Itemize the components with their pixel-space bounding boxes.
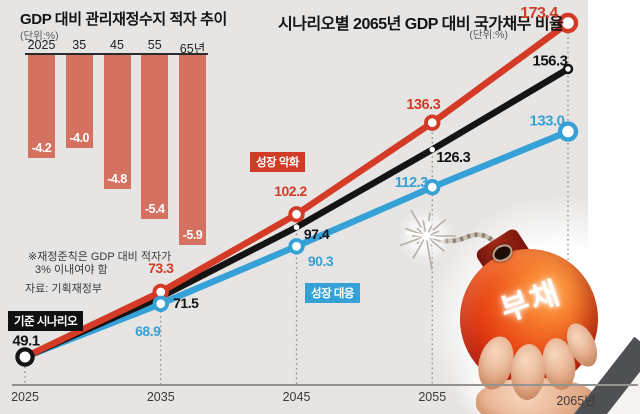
- x-axis-line: [12, 384, 638, 386]
- data-point-marker: [152, 295, 169, 312]
- line-chart-title: 시나리오별 2065년 GDP 대비 국가채무 비율: [278, 16, 564, 33]
- data-point-marker: [293, 224, 300, 231]
- worsening-growth-callout: 성장 악화: [250, 152, 306, 172]
- line-chart-unit: (단위:%): [469, 29, 508, 41]
- start-point-marker: [15, 347, 35, 367]
- growth-response-callout: 성장 대응: [305, 283, 361, 303]
- baseline-scenario-callout: 기준 시나리오: [8, 311, 84, 331]
- data-point-marker: [429, 146, 436, 153]
- data-point-marker: [288, 238, 305, 255]
- data-point-marker: [557, 12, 579, 34]
- data-point-marker: [424, 114, 441, 131]
- data-point-marker: [288, 206, 305, 223]
- data-point-marker: [424, 178, 441, 196]
- data-point-marker: [562, 63, 574, 75]
- data-point-marker: [557, 121, 579, 142]
